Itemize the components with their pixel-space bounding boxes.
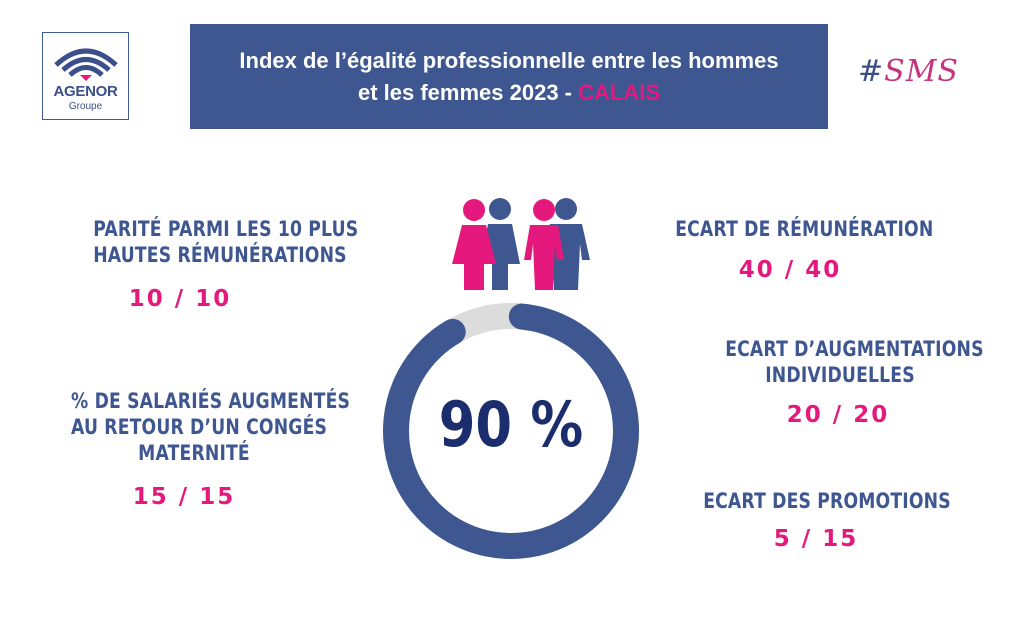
maternite-label: % DE SALARIÉS AUGMENTÉS AU RETOUR D’UN C… [71, 388, 351, 466]
promotions-label: ECART DES PROMOTIONS [703, 488, 951, 514]
remuneration-score: 40 / 40 [738, 257, 842, 283]
parite-label-line-1: PARITÉ PARMI LES 10 PLUS [93, 217, 359, 241]
augmentations-label: ECART D’AUGMENTATIONS INDIVIDUELLES [725, 336, 984, 388]
sms-hashtag: #SMS [858, 54, 968, 104]
promotions-score: 5 / 15 [773, 526, 859, 552]
parite-label-line-2: HAUTES RÉMUNÉRATIONS [93, 243, 347, 267]
logo-name: AGENOR [53, 83, 118, 100]
title-banner: Index de l’égalité professionnelle entre… [190, 24, 828, 129]
agenor-wave-logo-icon [54, 48, 118, 81]
title-line-2: et les femmes 2023 - CALAIS [358, 77, 660, 109]
title-city: CALAIS [578, 79, 661, 105]
sms-text: SMS [884, 54, 959, 89]
agenor-logo: AGENOR Groupe [42, 32, 129, 120]
hash-symbol: # [858, 54, 885, 89]
logo-subtitle: Groupe [68, 101, 103, 112]
promotions-label-line-1: ECART DES PROMOTIONS [703, 489, 951, 513]
remuneration-label-line-1: ECART DE RÉMUNÉRATION [675, 217, 934, 241]
augmentations-label-line-1: ECART D’AUGMENTATIONS [725, 337, 984, 361]
title-line-2-text: et les femmes 2023 - [357, 79, 579, 105]
total-percent: 90 % [438, 388, 584, 461]
parite-label: PARITÉ PARMI LES 10 PLUS HAUTES RÉMUNÉRA… [93, 216, 359, 268]
maternite-score: 15 / 15 [132, 484, 236, 510]
augmentations-score: 20 / 20 [786, 402, 890, 428]
maternite-label-line-1: % DE SALARIÉS AUGMENTÉS [71, 389, 351, 413]
title-line-1: Index de l’égalité professionnelle entre… [239, 47, 779, 73]
maternite-label-line-3: MATERNITÉ [138, 441, 250, 465]
augmentations-label-line-2: INDIVIDUELLES [765, 363, 915, 387]
maternite-label-line-2: AU RETOUR D’UN CONGÉS [71, 415, 328, 439]
score-donut [383, 303, 639, 559]
donut-value-arc [383, 303, 639, 559]
remuneration-label: ECART DE RÉMUNÉRATION [675, 216, 934, 242]
women-men-people-icon [452, 198, 590, 290]
parite-score: 10 / 10 [128, 286, 232, 312]
